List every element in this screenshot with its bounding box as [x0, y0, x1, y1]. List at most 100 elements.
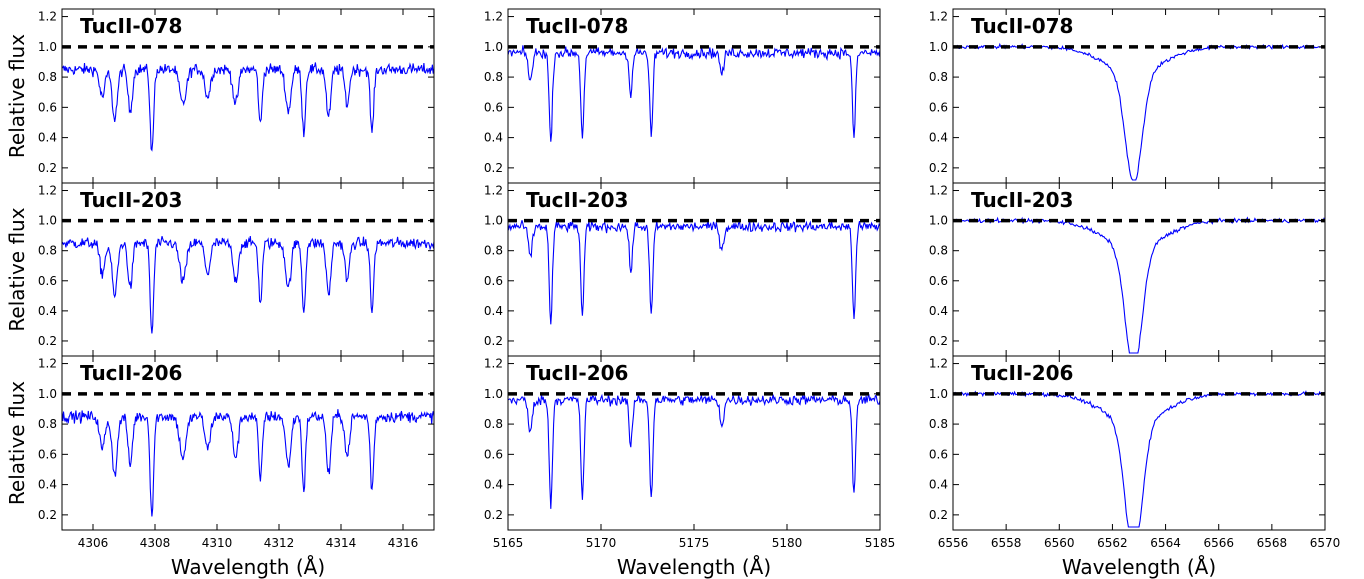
- y-tick-label: 0.8: [38, 417, 57, 431]
- y-tick-label: 0.8: [38, 244, 57, 258]
- y-tick-label: 1.0: [38, 40, 57, 54]
- y-tick-label: 1.0: [929, 214, 948, 228]
- panel-frame: [61, 355, 435, 531]
- x-tick-label: 4316: [388, 536, 419, 550]
- y-tick-label: 0.8: [929, 417, 948, 431]
- x-tick-label: 5185: [865, 536, 896, 550]
- y-tick-label: 0.4: [929, 304, 948, 318]
- spectrum-line-tucii-078-panel-1: [61, 62, 435, 152]
- spectrum-line-tucii-203-panel-3: [952, 216, 1326, 354]
- y-tick-label: 0.4: [929, 131, 948, 145]
- star-label: TucII-206: [80, 361, 182, 385]
- y-tick-label: 0.2: [38, 508, 57, 522]
- y-tick-label: 1.0: [929, 40, 948, 54]
- spectrum-line-tucii-206-panel-3: [952, 390, 1325, 528]
- y-axis-label: Relative flux: [5, 207, 29, 331]
- y-tick-label: 0.6: [484, 274, 503, 288]
- y-tick-label: 0.6: [929, 447, 948, 461]
- y-tick-label: 0.6: [38, 447, 57, 461]
- x-axis-label: Wavelength (Å): [1062, 555, 1216, 579]
- x-tick-label: 6566: [1203, 536, 1234, 550]
- y-tick-label: 1.2: [484, 357, 503, 371]
- y-tick-label: 0.2: [38, 334, 57, 348]
- x-tick-label: 6562: [1097, 536, 1128, 550]
- y-tick-label: 1.0: [484, 214, 503, 228]
- y-tick-label: 1.2: [38, 10, 57, 24]
- x-tick-label: 5180: [772, 536, 803, 550]
- y-tick-label: 0.2: [38, 161, 57, 175]
- y-tick-label: 0.6: [929, 274, 948, 288]
- y-tick-label: 0.4: [38, 131, 57, 145]
- y-tick-label: 0.4: [38, 478, 57, 492]
- spectrum-line-tucii-078-panel-3: [952, 42, 1326, 181]
- y-tick-label: 0.2: [929, 508, 948, 522]
- x-tick-label: 6560: [1044, 536, 1075, 550]
- y-tick-label: 1.2: [929, 184, 948, 198]
- spectrum-line-tucii-203-panel-2: [507, 219, 881, 325]
- y-tick-label: 1.0: [38, 214, 57, 228]
- x-tick-label: 6570: [1310, 536, 1341, 550]
- y-tick-label: 1.0: [38, 387, 57, 401]
- x-tick-label: 4306: [78, 536, 109, 550]
- y-tick-label: 1.2: [38, 357, 57, 371]
- star-label: TucII-078: [526, 14, 628, 38]
- y-tick-label: 1.2: [38, 184, 57, 198]
- y-tick-label: 0.8: [929, 244, 948, 258]
- y-tick-label: 1.2: [929, 357, 948, 371]
- spectrum-line-tucii-206-panel-2: [507, 393, 881, 509]
- y-tick-label: 0.8: [38, 70, 57, 84]
- y-tick-label: 1.2: [484, 10, 503, 24]
- x-tick-label: 6568: [1257, 536, 1288, 550]
- x-tick-label: 4312: [264, 536, 295, 550]
- y-tick-label: 0.2: [929, 161, 948, 175]
- spectrum-line-tucii-203-panel-1: [61, 236, 435, 334]
- y-axis-label: Relative flux: [5, 34, 29, 158]
- spectrum-line-tucii-078-panel-2: [507, 45, 881, 142]
- y-tick-label: 0.4: [484, 478, 503, 492]
- star-label: TucII-206: [526, 361, 628, 385]
- star-label: TucII-203: [971, 188, 1073, 212]
- x-axis-label: Wavelength (Å): [617, 555, 771, 579]
- y-tick-label: 0.2: [484, 161, 503, 175]
- y-axis-label: Relative flux: [5, 381, 29, 505]
- x-tick-label: 6556: [938, 536, 969, 550]
- y-tick-label: 0.8: [484, 244, 503, 258]
- x-tick-label: 5165: [493, 536, 524, 550]
- star-label: TucII-078: [80, 14, 182, 38]
- y-tick-label: 0.8: [929, 70, 948, 84]
- x-tick-label: 5170: [586, 536, 617, 550]
- x-tick-label: 4314: [326, 536, 357, 550]
- x-tick-label: 4308: [140, 536, 171, 550]
- y-tick-label: 1.0: [484, 387, 503, 401]
- y-tick-label: 1.2: [929, 10, 948, 24]
- y-tick-label: 0.4: [484, 304, 503, 318]
- star-label: TucII-203: [526, 188, 628, 212]
- x-tick-label: 5175: [679, 536, 710, 550]
- x-tick-label: 6564: [1150, 536, 1181, 550]
- panel-frame: [952, 355, 1326, 531]
- y-tick-label: 0.2: [484, 334, 503, 348]
- x-tick-label: 4310: [202, 536, 233, 550]
- y-tick-label: 0.2: [484, 508, 503, 522]
- star-label: TucII-203: [80, 188, 182, 212]
- y-tick-label: 0.6: [484, 100, 503, 114]
- y-tick-label: 1.0: [484, 40, 503, 54]
- y-tick-label: 0.8: [484, 417, 503, 431]
- y-tick-label: 0.6: [484, 447, 503, 461]
- y-tick-label: 0.4: [929, 478, 948, 492]
- star-label: TucII-206: [971, 361, 1073, 385]
- y-tick-label: 0.8: [484, 70, 503, 84]
- star-label: TucII-078: [971, 14, 1073, 38]
- x-tick-label: 6558: [991, 536, 1022, 550]
- y-tick-label: 0.2: [929, 334, 948, 348]
- spectrum-line-tucii-206-panel-1: [61, 409, 435, 517]
- y-tick-label: 0.6: [38, 100, 57, 114]
- y-tick-label: 1.0: [929, 387, 948, 401]
- y-tick-label: 0.6: [929, 100, 948, 114]
- y-tick-label: 0.6: [38, 274, 57, 288]
- y-tick-label: 0.4: [484, 131, 503, 145]
- y-tick-label: 0.4: [38, 304, 57, 318]
- x-axis-label: Wavelength (Å): [171, 555, 325, 579]
- y-tick-label: 1.2: [484, 184, 503, 198]
